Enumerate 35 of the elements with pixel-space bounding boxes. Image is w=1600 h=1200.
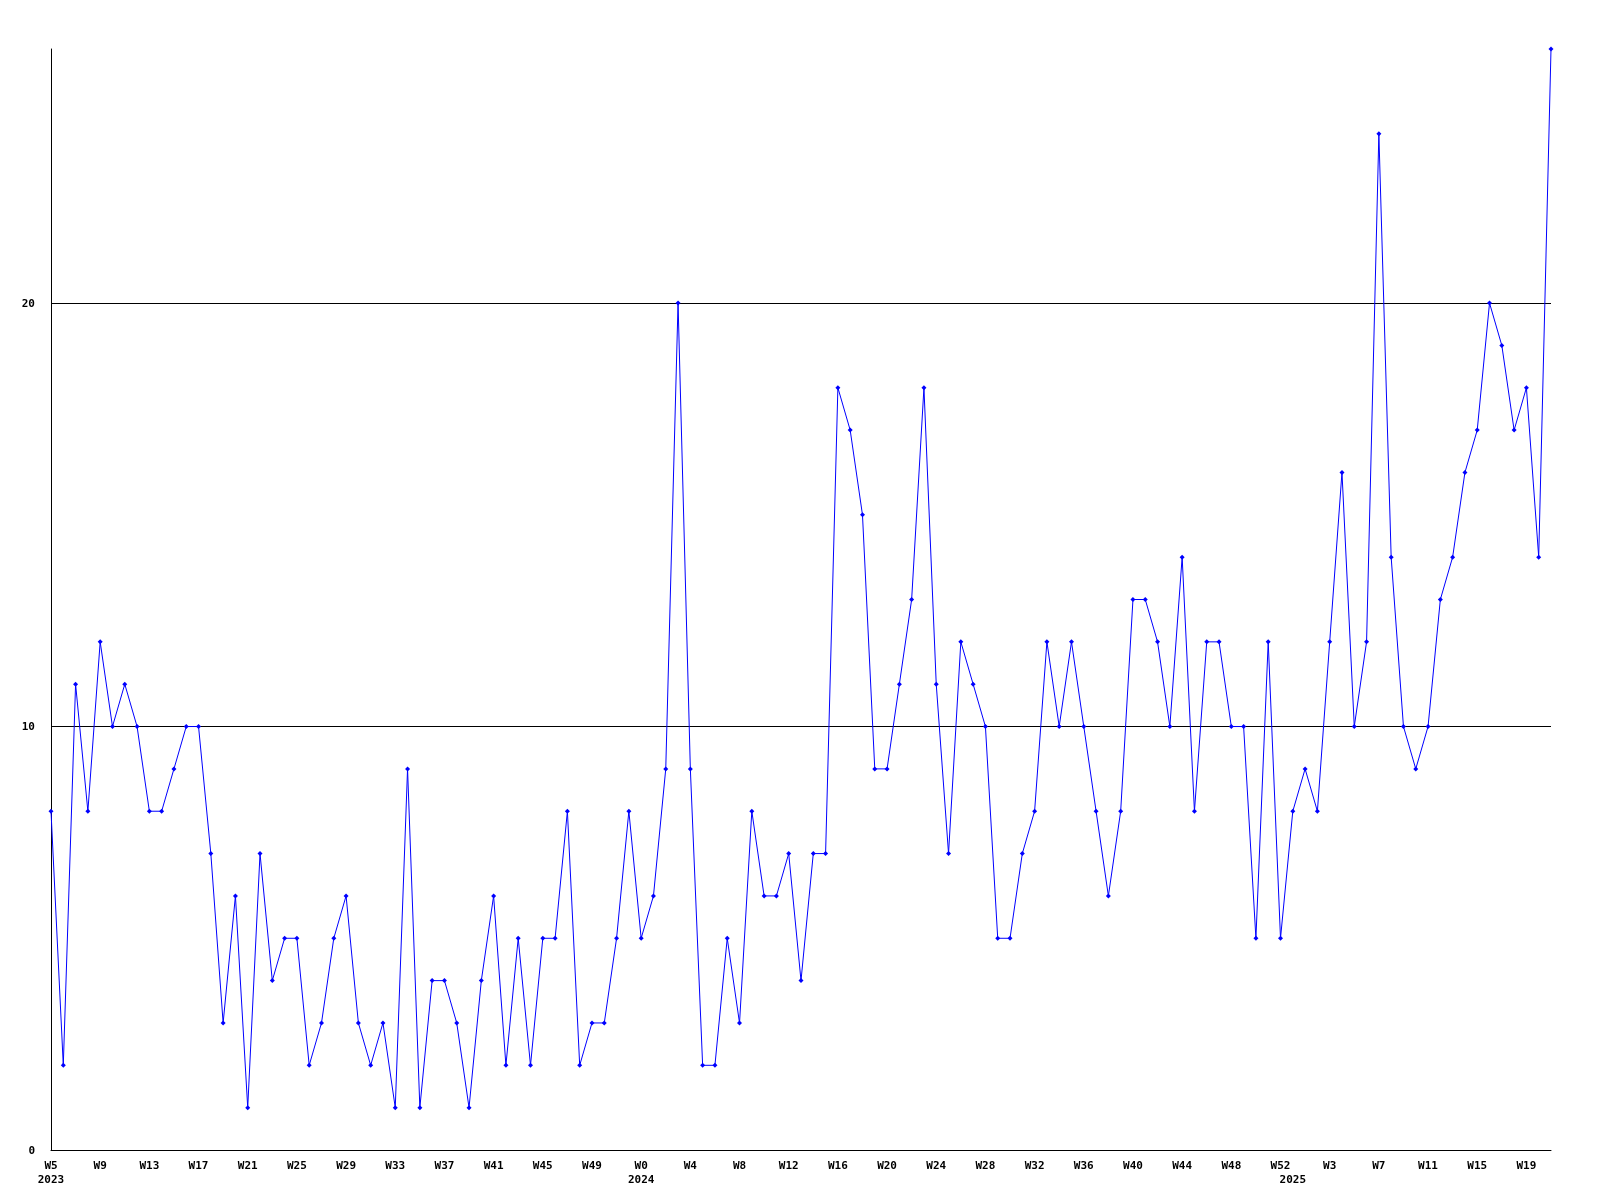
x-tick-label: W44	[1172, 1158, 1193, 1172]
x-tick-label: W21	[237, 1158, 259, 1172]
y-tick-label: 20	[21, 296, 35, 310]
x-tick-label: W36	[1073, 1158, 1095, 1172]
x-tick-label: W40	[1123, 1158, 1143, 1172]
x-tick-label: W25	[286, 1158, 307, 1172]
x-tick-label: W17	[188, 1158, 209, 1172]
x-tick-label: W24	[926, 1158, 947, 1172]
x-tick-label: W12	[778, 1158, 799, 1172]
x-tick-label: W20	[877, 1158, 897, 1172]
x-tick-label: W0 2024	[627, 1158, 655, 1186]
x-tick-label: 2025	[1279, 1172, 1307, 1186]
x-tick-label: W5 2023	[37, 1158, 65, 1186]
x-tick-label: W41	[483, 1158, 504, 1172]
x-tick-label: W52	[1270, 1158, 1291, 1172]
x-tick-label: W3	[1323, 1158, 1337, 1172]
x-tick-label: W16	[827, 1158, 849, 1172]
x-tick-label: W7	[1372, 1158, 1386, 1172]
x-tick-label: W37	[434, 1158, 455, 1172]
x-tick-label: W4	[683, 1158, 698, 1172]
x-tick-label: W19	[1516, 1158, 1537, 1172]
y-tick-label: 0	[28, 1143, 35, 1157]
x-tick-label: W15	[1467, 1158, 1488, 1172]
x-tick-label: W49	[582, 1158, 602, 1172]
x-tick-label: W9	[93, 1158, 107, 1172]
x-tick-label: W32	[1024, 1158, 1045, 1172]
x-tick-label: W29	[336, 1158, 357, 1172]
x-tick-label: W28	[975, 1158, 996, 1172]
y-tick-label: 10	[21, 720, 35, 734]
x-tick-label: W33	[385, 1158, 406, 1172]
x-tick-label: W13	[139, 1158, 160, 1172]
x-tick-label: W45	[532, 1158, 553, 1172]
x-tick-label: W48	[1221, 1158, 1242, 1172]
x-tick-label: W11	[1418, 1158, 1439, 1172]
x-tick-label: W8	[732, 1158, 747, 1172]
